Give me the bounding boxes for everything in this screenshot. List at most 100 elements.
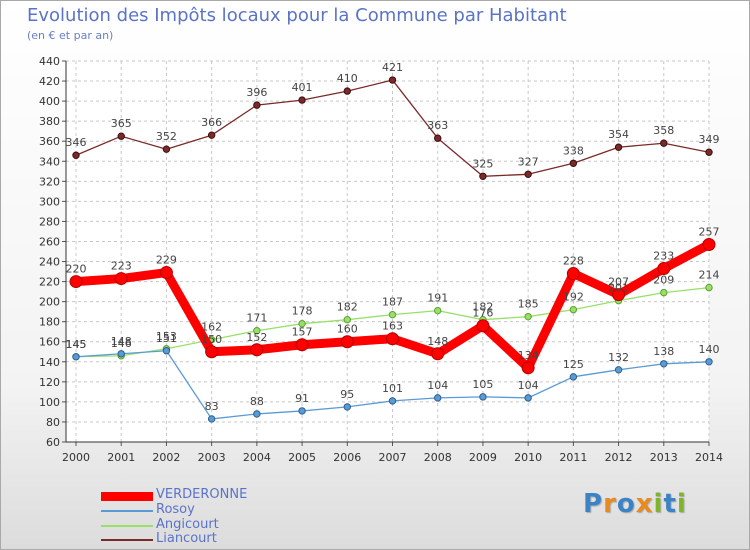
- data-point: [434, 306, 442, 315]
- data-point: [614, 366, 623, 374]
- brand-letter: o: [616, 489, 636, 519]
- data-label: 171: [246, 312, 267, 325]
- data-label: 125: [563, 358, 584, 371]
- data-point: [298, 407, 306, 415]
- data-point: [660, 288, 668, 297]
- data-point: [117, 350, 125, 358]
- data-label: 132: [608, 351, 629, 364]
- data-point: [702, 237, 716, 251]
- data-label: 83: [205, 400, 219, 413]
- brand-letter: i: [676, 489, 687, 519]
- data-point: [72, 151, 80, 159]
- brand-letter: x: [635, 489, 654, 519]
- data-label: 104: [427, 379, 448, 392]
- y-tick-label: 80: [46, 416, 60, 429]
- x-tick-label: 2006: [333, 451, 361, 464]
- legend-swatch: [101, 539, 153, 541]
- data-label: 153: [156, 330, 177, 343]
- y-tick-label: 360: [39, 135, 60, 148]
- brand-letter: i: [653, 489, 664, 519]
- legend-swatch: [101, 492, 153, 501]
- data-point: [524, 170, 532, 178]
- data-label: 327: [518, 155, 539, 168]
- y-tick-label: 400: [39, 95, 60, 108]
- data-label: 162: [201, 321, 222, 334]
- data-label: 209: [653, 274, 674, 287]
- data-label: 104: [518, 379, 539, 392]
- y-tick-label: 320: [39, 175, 60, 188]
- brand-letter: t: [663, 489, 677, 519]
- data-point: [298, 96, 306, 104]
- x-tick-label: 2012: [605, 451, 633, 464]
- data-label: 88: [250, 395, 264, 408]
- y-tick-label: 300: [39, 195, 60, 208]
- data-point: [162, 145, 171, 153]
- data-label: 325: [472, 157, 493, 170]
- y-tick-label: 260: [39, 235, 60, 248]
- data-label: 160: [337, 323, 358, 336]
- data-label: 257: [699, 225, 720, 238]
- data-label: 358: [653, 124, 674, 137]
- data-point: [614, 143, 623, 151]
- data-label: 145: [66, 338, 87, 351]
- data-label: 214: [699, 269, 720, 282]
- data-point: [207, 131, 216, 139]
- data-point: [569, 305, 578, 314]
- x-tick-label: 2014: [695, 451, 723, 464]
- data-point: [569, 373, 578, 381]
- data-label: 396: [246, 86, 267, 99]
- data-label: 192: [563, 291, 584, 304]
- chart-title: Evolution des Impôts locaux pour la Comm…: [27, 5, 567, 26]
- data-label: 366: [201, 116, 222, 129]
- data-label: 220: [66, 263, 87, 276]
- y-tick-label: 340: [39, 155, 60, 168]
- x-tick-label: 2009: [469, 451, 497, 464]
- x-tick-label: 2000: [62, 451, 90, 464]
- y-tick-label: 420: [39, 75, 60, 88]
- data-point: [388, 310, 397, 319]
- y-tick-label: 160: [39, 336, 60, 349]
- x-tick-label: 2002: [152, 451, 180, 464]
- data-point: [69, 275, 83, 289]
- data-label: 233: [653, 250, 674, 263]
- data-label: 229: [156, 254, 177, 267]
- data-point: [205, 345, 219, 359]
- data-point: [388, 76, 397, 84]
- data-point: [295, 338, 309, 352]
- data-point: [250, 343, 264, 357]
- y-tick-label: 380: [39, 115, 60, 128]
- x-tick-label: 2007: [379, 451, 407, 464]
- data-label: 354: [608, 128, 629, 141]
- legend-label: Rosoy: [156, 502, 195, 517]
- data-point: [343, 315, 351, 324]
- data-point: [521, 361, 535, 375]
- y-tick-label: 120: [39, 376, 60, 389]
- data-label: 140: [699, 343, 720, 356]
- data-label: 148: [111, 335, 132, 348]
- data-label: 145: [66, 338, 87, 351]
- y-tick-label: 440: [39, 55, 60, 68]
- data-label: 105: [472, 378, 493, 391]
- data-point: [114, 272, 128, 286]
- data-label: 346: [66, 136, 87, 149]
- data-label: 138: [653, 345, 674, 358]
- data-label: 363: [427, 119, 448, 132]
- x-tick-label: 2011: [559, 451, 587, 464]
- data-label: 182: [472, 301, 493, 314]
- data-label: 150: [201, 333, 222, 346]
- x-tick-label: 2004: [243, 451, 271, 464]
- chart-subtitle: (en € et par an): [27, 29, 114, 42]
- data-point: [569, 159, 578, 167]
- data-point: [72, 353, 80, 361]
- data-label: 187: [382, 296, 403, 309]
- data-label: 352: [156, 130, 177, 143]
- x-tick-label: 2013: [650, 451, 678, 464]
- data-point: [343, 403, 351, 411]
- data-label: 152: [246, 331, 267, 344]
- data-label: 223: [111, 260, 132, 273]
- y-tick-label: 200: [39, 296, 60, 309]
- legend-swatch: [101, 525, 153, 527]
- data-label: 163: [382, 320, 403, 333]
- data-label: 191: [427, 292, 448, 305]
